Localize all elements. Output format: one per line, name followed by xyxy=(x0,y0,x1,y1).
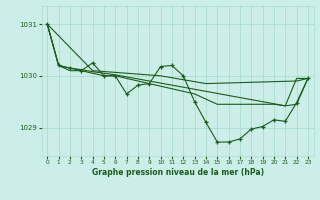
X-axis label: Graphe pression niveau de la mer (hPa): Graphe pression niveau de la mer (hPa) xyxy=(92,168,264,177)
